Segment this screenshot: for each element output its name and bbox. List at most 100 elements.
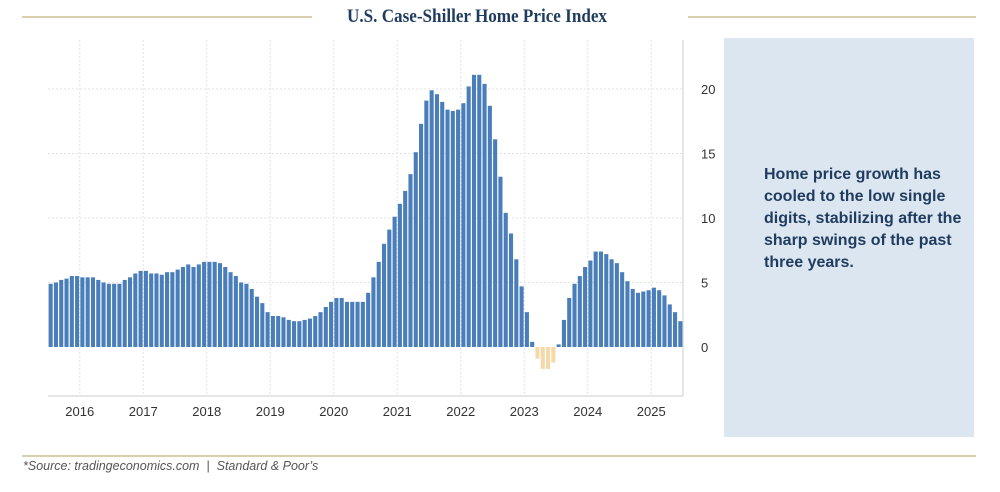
bar (514, 259, 519, 347)
bar (371, 277, 376, 347)
bar (159, 274, 164, 347)
y-tick-label: 20 (701, 82, 715, 97)
bar (175, 269, 180, 347)
bar (424, 100, 429, 347)
bar (360, 301, 365, 347)
bar (297, 321, 302, 347)
bar (212, 261, 217, 347)
bar (625, 281, 630, 347)
bar (286, 319, 291, 347)
bar (85, 277, 90, 347)
bar (281, 317, 286, 347)
title-rule-left (22, 16, 312, 18)
bar (551, 346, 556, 363)
bar (540, 346, 545, 369)
bar (503, 212, 508, 347)
bar (165, 272, 170, 347)
bar (239, 282, 244, 347)
bar (413, 152, 418, 347)
x-tick-label: 2025 (637, 404, 666, 419)
bar (117, 283, 122, 347)
bar (524, 312, 529, 347)
bar (228, 272, 233, 347)
bar (471, 74, 477, 347)
bar (482, 83, 487, 347)
x-tick-label: 2021 (383, 404, 412, 419)
bar (313, 316, 318, 347)
footer-rule (22, 455, 976, 457)
bar (609, 259, 614, 347)
bar (583, 267, 588, 347)
bar (673, 312, 678, 347)
bar (217, 263, 223, 347)
bar (186, 264, 191, 347)
bar (202, 261, 207, 347)
x-tick-label: 2020 (319, 404, 348, 419)
x-tick-label: 2024 (573, 404, 602, 419)
bar (249, 288, 254, 347)
bar (561, 319, 566, 347)
bar (535, 346, 540, 359)
bar (112, 283, 117, 347)
y-tick-label: 10 (701, 211, 715, 226)
bar (154, 273, 159, 347)
x-tick-label: 2023 (510, 404, 539, 419)
bar (106, 283, 111, 347)
bar (59, 279, 64, 347)
bar (614, 263, 619, 347)
bar (657, 290, 662, 347)
bar (456, 109, 461, 347)
bar (678, 321, 683, 347)
bar (276, 316, 281, 347)
bar (223, 267, 228, 347)
bar (567, 297, 572, 347)
bar (620, 272, 625, 347)
bar (143, 270, 148, 347)
bar (307, 318, 312, 347)
bar (339, 297, 344, 347)
bar (440, 101, 445, 347)
bar (498, 176, 503, 347)
bar (651, 287, 656, 347)
bar (546, 346, 551, 369)
bar (598, 251, 604, 347)
bar (397, 203, 402, 347)
chart-title: U.S. Case-Shiller Home Price Index (347, 6, 607, 27)
bar (48, 283, 53, 347)
x-tick-label: 2017 (129, 404, 158, 419)
bar (530, 341, 535, 347)
bar (138, 270, 143, 347)
grid (48, 40, 683, 396)
bar (419, 123, 424, 347)
bar (519, 286, 524, 347)
bar (302, 319, 307, 347)
bar (450, 110, 455, 347)
y-tick-label: 15 (701, 147, 715, 162)
bar (429, 90, 434, 347)
bar (265, 312, 270, 347)
x-tick-label: 2022 (446, 404, 475, 419)
bar (466, 86, 471, 347)
bar (556, 344, 561, 347)
bar (90, 277, 96, 347)
bar (350, 301, 355, 347)
bar (641, 291, 646, 347)
bar (630, 288, 635, 347)
bar (646, 290, 651, 347)
bar (344, 301, 350, 347)
bar (323, 307, 328, 347)
commentary-panel: Home price growth has cooled to the low … (724, 38, 974, 437)
x-tick-label: 2016 (65, 404, 94, 419)
y-tick-label: 0 (701, 340, 708, 355)
bar (191, 267, 196, 347)
bars (48, 74, 683, 369)
bar (477, 74, 482, 347)
bar (604, 254, 609, 347)
source-note: *Source: tradingeconomics.com | Standard… (23, 459, 319, 473)
bar (196, 264, 201, 347)
bar (577, 276, 582, 347)
bar (122, 279, 127, 347)
axes: 0 5 10 15 20 2016 2017 2018 2019 2020 2021 2022 2023… (48, 40, 715, 419)
bar (508, 233, 514, 347)
bar (381, 243, 387, 347)
